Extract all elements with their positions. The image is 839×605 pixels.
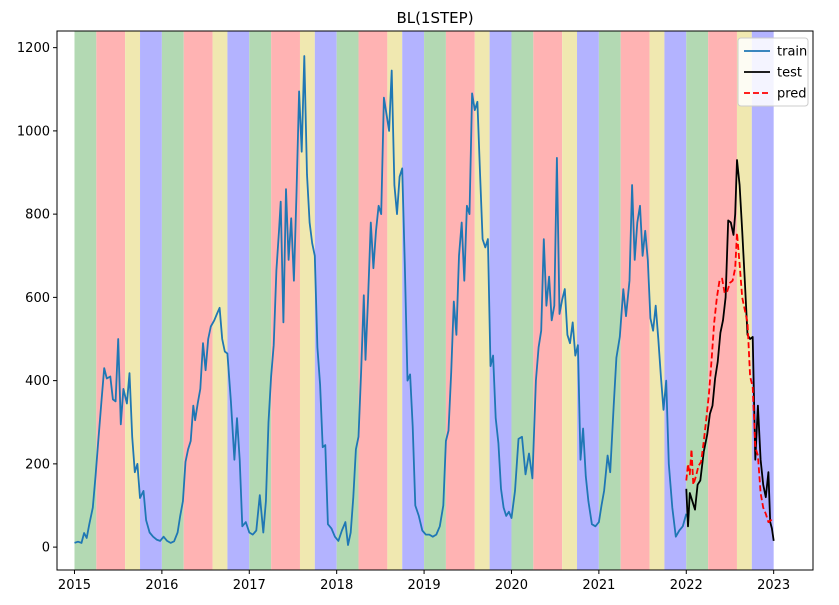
y-tick-label: 400 bbox=[25, 374, 50, 389]
y-tick-label: 600 bbox=[25, 291, 50, 306]
season-band-winter bbox=[511, 31, 534, 570]
season-band-spring bbox=[708, 31, 737, 570]
x-tick-label: 2023 bbox=[757, 578, 790, 593]
series-line-pred bbox=[685, 232, 775, 523]
x-tick-label: 2015 bbox=[58, 578, 91, 593]
season-band-spring bbox=[620, 31, 650, 570]
series-line-test bbox=[685, 159, 775, 542]
season-band-autumn bbox=[664, 31, 687, 570]
legend-label-train: train bbox=[777, 45, 807, 60]
season-band-spring bbox=[183, 31, 213, 570]
season-band-winter bbox=[424, 31, 446, 570]
y-axis: 0 200 400 600 800 1000 1200 bbox=[17, 41, 57, 556]
season-band-autumn bbox=[489, 31, 512, 570]
season-band-autumn bbox=[140, 31, 162, 570]
y-tick-label: 0 bbox=[42, 541, 50, 556]
y-tick-label: 1000 bbox=[17, 124, 50, 139]
season-band-summer bbox=[474, 31, 490, 570]
y-tick-label: 800 bbox=[25, 208, 50, 223]
season-band-summer bbox=[125, 31, 141, 570]
x-tick-label: 2018 bbox=[320, 578, 353, 593]
legend: train test pred bbox=[737, 37, 809, 107]
legend-label-pred: pred bbox=[777, 87, 807, 102]
x-tick-label: 2017 bbox=[233, 578, 266, 593]
season-band-summer bbox=[387, 31, 403, 570]
x-tick-label: 2016 bbox=[145, 578, 178, 593]
season-band-summer bbox=[562, 31, 578, 570]
season-band-autumn bbox=[227, 31, 250, 570]
season-band-spring bbox=[96, 31, 126, 570]
season-band-winter bbox=[598, 31, 621, 570]
season-band-winter bbox=[161, 31, 184, 570]
season-band-autumn bbox=[314, 31, 337, 570]
season-band-spring bbox=[445, 31, 475, 570]
y-tick-label: 1200 bbox=[17, 41, 50, 56]
season-band-winter bbox=[249, 31, 272, 570]
season-band-summer bbox=[736, 31, 752, 570]
y-tick-label: 200 bbox=[25, 457, 50, 472]
season-band-winter bbox=[74, 31, 97, 570]
season-band-winter bbox=[686, 31, 709, 570]
series-lines bbox=[74, 55, 775, 546]
legend-box bbox=[737, 37, 809, 107]
plot-frame bbox=[56, 30, 814, 571]
season-band-summer bbox=[212, 31, 228, 570]
chart-title: BL(1STEP) bbox=[396, 9, 473, 27]
x-tick-label: 2022 bbox=[670, 578, 703, 593]
series-line-train bbox=[74, 55, 688, 546]
season-band-summer bbox=[649, 31, 665, 570]
x-tick-label: 2021 bbox=[582, 578, 615, 593]
season-bands bbox=[74, 31, 774, 570]
legend-label-test: test bbox=[777, 66, 802, 81]
season-band-autumn bbox=[402, 31, 425, 570]
x-axis: 2015 2016 2017 2018 2019 2020 2021 2022 2023 bbox=[58, 570, 790, 593]
season-band-autumn bbox=[751, 31, 774, 570]
x-tick-label: 2019 bbox=[408, 578, 441, 593]
x-tick-label: 2020 bbox=[495, 578, 528, 593]
season-band-summer bbox=[299, 31, 315, 570]
season-band-winter bbox=[336, 31, 359, 570]
